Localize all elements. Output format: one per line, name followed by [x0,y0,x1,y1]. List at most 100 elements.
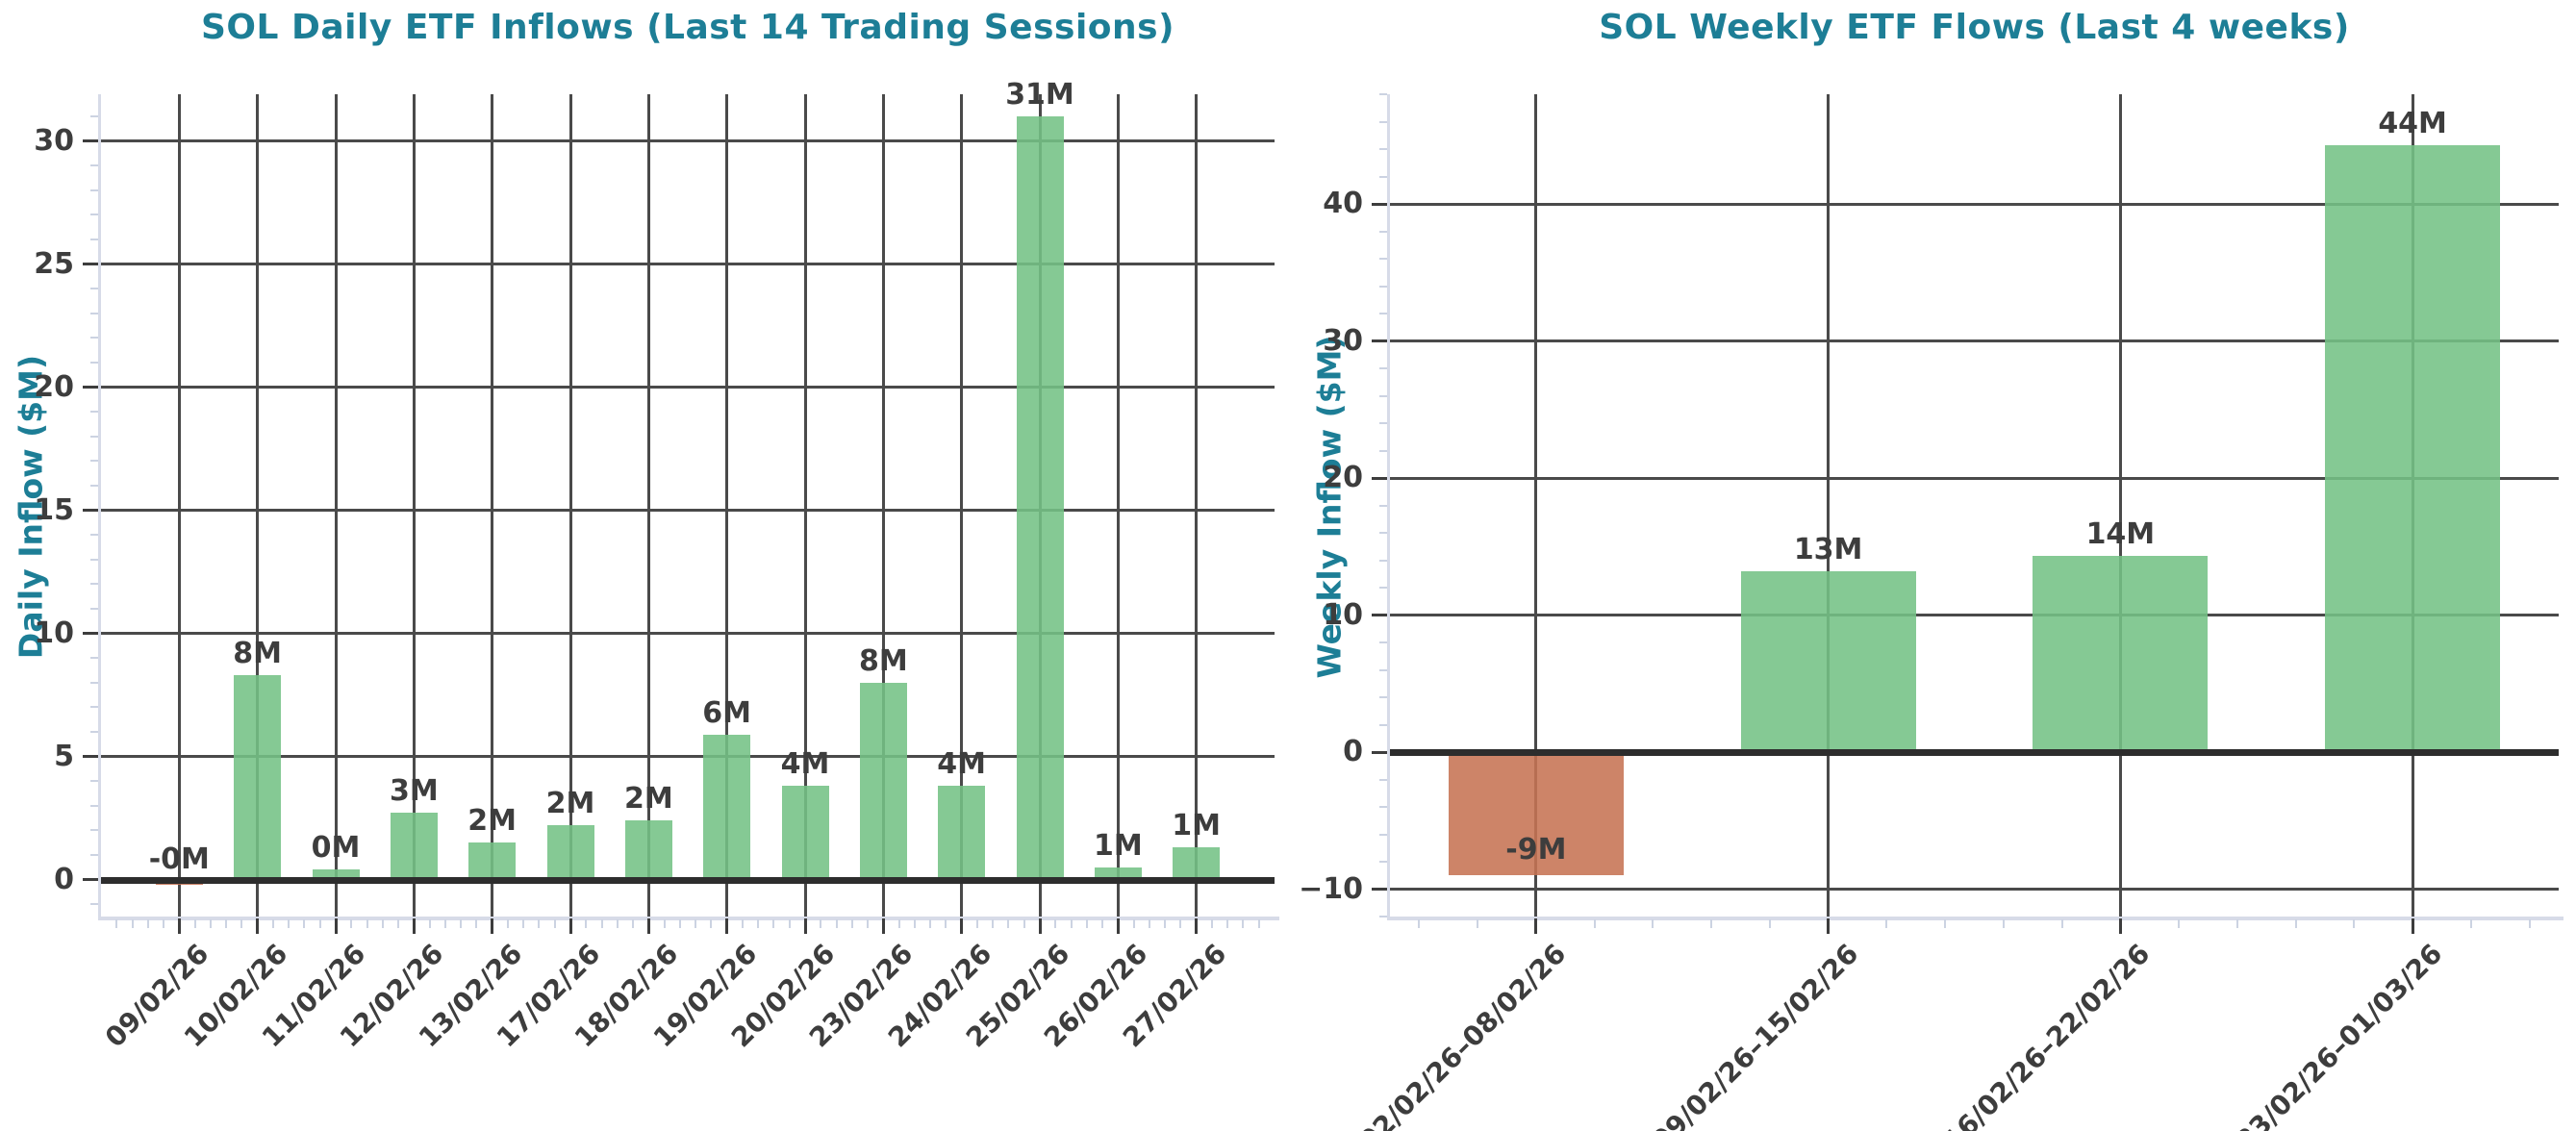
v-gridline [1116,94,1120,917]
y-minor-tick-mark [1379,394,1387,397]
bar-value-label: 13M [1793,532,1863,566]
x-tick-mark [1116,918,1120,934]
x-minor-tick-mark [1418,919,1421,928]
zero-line [101,876,1275,884]
bar-value-label: 44M [2378,106,2447,140]
x-minor-tick-mark [929,919,932,928]
x-minor-tick-mark [788,919,791,928]
v-gridline [803,94,807,917]
x-minor-tick-mark [460,919,463,928]
x-minor-tick-mark [632,919,635,928]
y-tick-label: 30 [1323,323,1363,358]
bar-value-label: 8M [233,637,283,671]
h-gridline [101,263,1275,266]
bar [1173,847,1221,880]
bar-value-label: 14M [2085,517,2156,552]
bar-value-label: 8M [858,643,908,678]
x-minor-tick-mark [741,919,744,928]
y-minor-tick-mark [1379,559,1387,562]
y-minor-tick-mark [90,681,98,684]
bottom-axis-spine [1387,917,2563,920]
bar-value-label: 31M [1005,78,1074,113]
y-tick-mark [83,509,98,513]
x-minor-tick-mark [835,919,838,928]
y-tick-label: 0 [1343,735,1363,768]
chart-title-weekly: SOL Weekly ETF Flows (Last 4 weeks) [1599,8,2350,47]
y-tick-label: 0 [54,862,74,896]
y-minor-tick-mark [90,829,98,832]
x-tick-mark [412,918,416,934]
bar [1016,116,1064,880]
bar-value-label: 1M [1172,809,1222,843]
y-minor-tick-mark [90,706,98,709]
x-minor-tick-mark [553,919,556,928]
bar-value-label: 2M [467,804,518,839]
y-minor-tick-mark [1379,120,1387,123]
y-tick-mark [83,139,98,143]
y-minor-tick-mark [1379,641,1387,643]
x-minor-tick-mark [1593,919,1596,928]
x-minor-tick-mark [366,919,368,928]
bar [234,675,282,880]
x-minor-tick-mark [240,919,243,928]
x-minor-tick-mark [1085,919,1088,928]
y-minor-tick-mark [90,362,98,364]
y-minor-tick-mark [1379,696,1387,698]
x-minor-tick-mark [2294,919,2297,928]
bar [312,869,360,880]
y-minor-tick-mark [1379,230,1387,233]
y-minor-tick-mark [90,460,98,463]
y-minor-tick-mark [1379,861,1387,863]
y-minor-tick-mark [1379,93,1387,95]
v-gridline [412,94,416,917]
bar [703,734,751,880]
v-gridline [725,94,729,917]
x-minor-tick-mark [1242,919,1245,928]
x-minor-tick-mark [1054,919,1057,928]
y-minor-tick-mark [90,657,98,660]
bar [1094,867,1142,880]
x-tick-mark [725,918,729,934]
x-minor-tick-mark [1652,919,1654,928]
x-minor-tick-mark [1179,919,1182,928]
bar-value-label: 2M [623,782,673,817]
h-gridline [101,386,1275,390]
h-gridline [1390,614,2559,616]
y-tick-label: 10 [34,616,74,650]
x-minor-tick-mark [663,919,666,928]
bar-value-label: 4M [937,747,987,782]
bar-value-label: 4M [780,747,830,782]
y-minor-tick-mark [90,780,98,783]
y-minor-tick-mark [1379,587,1387,589]
bar-value-label: 2M [545,787,595,821]
bar [938,786,986,880]
x-tick-mark [881,918,885,934]
x-tick-label: 16/02/26–22/02/26 [1937,938,2157,1131]
x-tick-mark [491,918,494,934]
left-axis-spine [98,94,101,920]
v-gridline [1827,94,1831,917]
bar [390,813,438,880]
y-minor-tick-mark [1379,778,1387,781]
x-tick-mark [1195,918,1199,934]
x-tick-mark [2118,918,2122,934]
y-minor-tick-mark [90,115,98,118]
x-minor-tick-mark [2060,919,2063,928]
y-tick-mark [1372,750,1387,754]
v-gridline [334,94,338,917]
x-minor-tick-mark [115,919,118,928]
y-tick-mark [83,263,98,266]
y-minor-tick-mark [90,558,98,561]
y-minor-tick-mark [1379,668,1387,671]
h-gridline [1390,888,2559,891]
bar [2325,144,2501,752]
x-minor-tick-mark [1226,919,1229,928]
x-tick-mark [1038,918,1042,934]
y-minor-tick-mark [90,608,98,610]
x-minor-tick-mark [350,919,353,928]
x-minor-tick-mark [913,919,916,928]
y-minor-tick-mark [1379,367,1387,369]
x-minor-tick-mark [757,919,760,928]
bar-value-label: -9M [1505,833,1567,867]
